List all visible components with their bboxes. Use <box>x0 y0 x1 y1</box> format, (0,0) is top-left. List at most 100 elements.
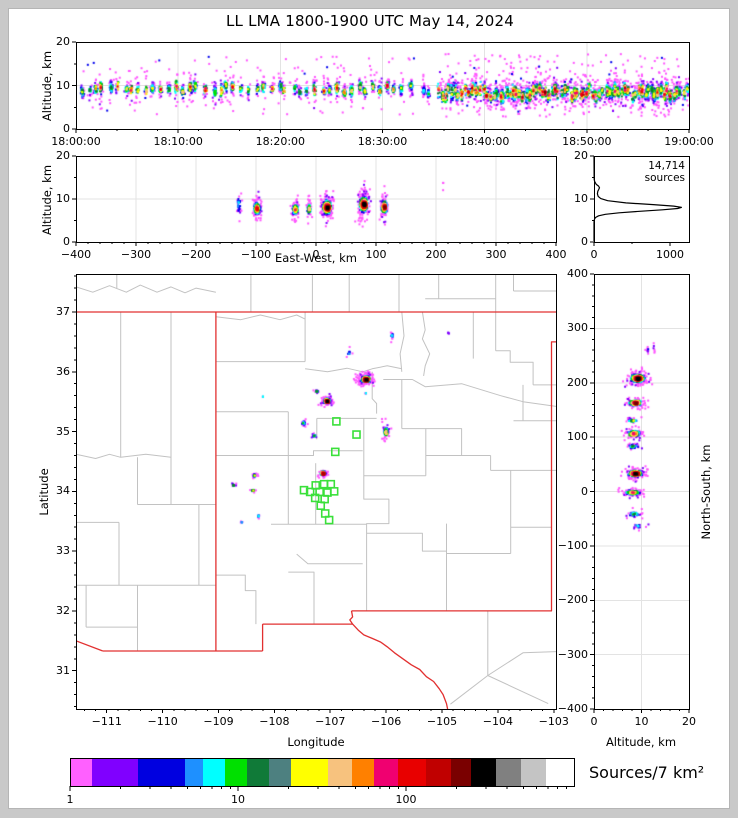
tick-label: −103 <box>538 715 569 728</box>
colorbar-segment <box>92 758 139 786</box>
tick-label: 19:00:00 <box>664 135 714 148</box>
ns-panel-xlabel: Altitude, km <box>605 735 677 749</box>
colorbar-segment <box>291 758 329 786</box>
colorbar-tick-label: 1 <box>66 793 74 806</box>
tick-label: 300 <box>485 248 507 261</box>
tick-label: 35 <box>56 424 70 438</box>
colorbar-segment <box>70 758 93 786</box>
colorbar-segment <box>451 758 472 786</box>
eastwest-height-scatter-canvas <box>76 156 556 242</box>
tick-label: −107 <box>315 715 346 728</box>
tick-label: −104 <box>482 715 513 728</box>
colorbar-segment <box>398 758 427 786</box>
tick-label: 0 <box>312 248 320 261</box>
tick-label: 10 <box>574 191 588 205</box>
colorbar-segment <box>521 758 547 786</box>
tick-label: 33 <box>56 543 70 557</box>
colorbar-label: Sources/7 km² <box>589 763 705 782</box>
colorbar-frame <box>70 758 575 787</box>
tick-label: −200 <box>180 248 212 261</box>
tick-label: −100 <box>557 538 588 552</box>
colorbar-segment <box>546 758 575 786</box>
tick-label: −100 <box>240 248 272 261</box>
tick-label: 10 <box>634 715 649 728</box>
figure-page: LL LMA 1800-1900 UTC May 14, 2024 Altitu… <box>8 8 730 809</box>
tick-label: 20 <box>682 715 696 728</box>
figure-title: LL LMA 1800-1900 UTC May 14, 2024 <box>225 12 515 30</box>
colorbar-segment <box>269 758 292 786</box>
tick-label: 1000 <box>656 248 684 261</box>
colorbar-tick-label: 10 <box>231 793 245 806</box>
time-panel-ylabel: Altitude, km <box>40 50 54 122</box>
northsouth-height-scatter-canvas <box>594 274 689 709</box>
tick-label: −300 <box>120 248 152 261</box>
tick-label: 200 <box>425 248 447 261</box>
tick-label: 18:50:00 <box>562 135 612 148</box>
tick-label: 31 <box>56 663 70 677</box>
plan-view-scatter-canvas <box>76 274 556 709</box>
colorbar-segment <box>426 758 452 786</box>
hist-panel-frame <box>594 156 690 243</box>
ew-panel-ylabel: Altitude, km <box>40 164 54 236</box>
colorbar-segment <box>203 758 226 786</box>
tick-label: 18:40:00 <box>459 135 510 148</box>
tick-label: 0 <box>63 234 70 248</box>
ew-panel-xlabel: East-West, km <box>275 251 357 265</box>
colorbar-segment <box>328 758 353 786</box>
tick-label: 20 <box>56 34 70 48</box>
tick-label: 200 <box>567 375 588 389</box>
tick-label: 34 <box>56 484 70 498</box>
tick-label: −300 <box>557 647 588 661</box>
tick-label: 36 <box>56 364 70 378</box>
tick-label: −110 <box>147 715 178 728</box>
tick-label: −200 <box>557 593 588 607</box>
tick-label: 300 <box>567 321 588 335</box>
tick-label: 18:10:00 <box>153 135 203 148</box>
ns-panel-ylabel: North-South, km <box>699 444 713 540</box>
tick-label: 18:20:00 <box>255 135 306 148</box>
map-ylabel: Latitude <box>37 468 51 516</box>
altitude-histogram-curve <box>593 155 683 242</box>
colorbar-segment <box>374 758 399 786</box>
colorbar-segment <box>225 758 248 786</box>
tick-label: 32 <box>56 603 70 617</box>
colorbar-segment <box>471 758 497 786</box>
tick-label: 18:30:00 <box>357 135 408 148</box>
colorbar-segment <box>247 758 270 786</box>
time-height-scatter-canvas <box>76 42 689 129</box>
tick-label: 37 <box>56 304 70 318</box>
time-panel-frame <box>76 42 690 130</box>
colorbar-tick-label: 100 <box>395 793 417 806</box>
tick-label: −105 <box>426 715 458 728</box>
tick-label: −108 <box>259 715 290 728</box>
colorbar-segment <box>496 758 522 786</box>
tick-label: 400 <box>545 248 567 261</box>
tick-label: 10 <box>56 78 70 92</box>
ns-panel-frame <box>594 274 690 710</box>
map-panel-frame <box>76 274 557 710</box>
tick-label: 0 <box>63 121 70 135</box>
tick-label: 0 <box>590 248 598 261</box>
tick-label: 20 <box>56 148 70 162</box>
tick-label: 18:00:00 <box>51 135 101 148</box>
tick-label: 100 <box>365 248 387 261</box>
tick-label: 0 <box>581 484 588 498</box>
tick-label: −400 <box>557 701 588 715</box>
tick-label: −111 <box>91 715 122 728</box>
tick-label: 400 <box>567 266 588 280</box>
colorbar-segment <box>352 758 375 786</box>
tick-label: −109 <box>203 715 234 728</box>
tick-label: −400 <box>60 248 92 261</box>
tick-label: 20 <box>574 148 588 162</box>
colorbar-segment <box>138 758 186 786</box>
ew-panel-frame <box>76 156 557 243</box>
source-count-annotation: 14,714 sources <box>644 160 685 184</box>
colorbar-segment <box>185 758 204 786</box>
tick-label: 10 <box>56 191 70 205</box>
tick-label: 100 <box>567 429 588 443</box>
tick-label: −106 <box>371 715 402 728</box>
tick-label: 0 <box>581 234 588 248</box>
tick-label: 0 <box>590 715 598 728</box>
